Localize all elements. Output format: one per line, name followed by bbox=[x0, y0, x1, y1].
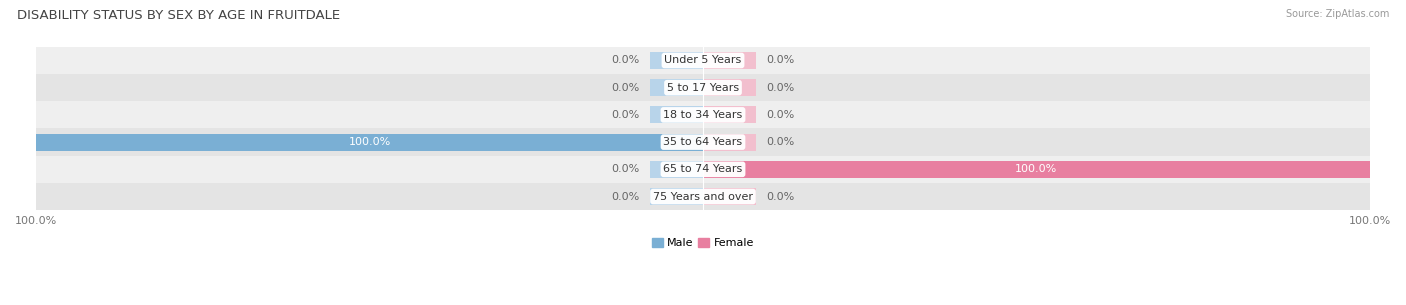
Bar bbox=[703, 161, 756, 178]
Legend: Male, Female: Male, Female bbox=[647, 233, 759, 253]
Text: Under 5 Years: Under 5 Years bbox=[665, 56, 741, 66]
Bar bbox=[37, 134, 703, 151]
Text: 0.0%: 0.0% bbox=[612, 192, 640, 202]
Text: 18 to 34 Years: 18 to 34 Years bbox=[664, 110, 742, 120]
Bar bbox=[650, 161, 703, 178]
Text: 75 Years and over: 75 Years and over bbox=[652, 192, 754, 202]
Text: 0.0%: 0.0% bbox=[612, 110, 640, 120]
Bar bbox=[703, 106, 756, 123]
Bar bbox=[650, 52, 703, 69]
Text: 100.0%: 100.0% bbox=[1015, 164, 1057, 174]
Bar bbox=[37, 47, 1369, 74]
Text: 0.0%: 0.0% bbox=[612, 164, 640, 174]
Text: 0.0%: 0.0% bbox=[766, 110, 794, 120]
Text: 0.0%: 0.0% bbox=[766, 137, 794, 147]
Text: 65 to 74 Years: 65 to 74 Years bbox=[664, 164, 742, 174]
Bar bbox=[703, 161, 1369, 178]
Text: 0.0%: 0.0% bbox=[766, 56, 794, 66]
Bar bbox=[650, 188, 703, 205]
Bar bbox=[37, 128, 1369, 156]
Bar bbox=[703, 52, 756, 69]
Bar bbox=[37, 101, 1369, 128]
Bar bbox=[703, 134, 756, 151]
Bar bbox=[650, 106, 703, 123]
Text: 100.0%: 100.0% bbox=[349, 137, 391, 147]
Text: Source: ZipAtlas.com: Source: ZipAtlas.com bbox=[1285, 9, 1389, 19]
Text: 0.0%: 0.0% bbox=[612, 56, 640, 66]
Bar bbox=[703, 188, 756, 205]
Bar bbox=[703, 79, 756, 96]
Bar bbox=[37, 183, 1369, 210]
Text: DISABILITY STATUS BY SEX BY AGE IN FRUITDALE: DISABILITY STATUS BY SEX BY AGE IN FRUIT… bbox=[17, 9, 340, 22]
Text: 35 to 64 Years: 35 to 64 Years bbox=[664, 137, 742, 147]
Text: 0.0%: 0.0% bbox=[766, 192, 794, 202]
Bar bbox=[650, 134, 703, 151]
Text: 0.0%: 0.0% bbox=[766, 83, 794, 93]
Bar bbox=[37, 74, 1369, 101]
Bar bbox=[650, 79, 703, 96]
Bar bbox=[37, 156, 1369, 183]
Text: 5 to 17 Years: 5 to 17 Years bbox=[666, 83, 740, 93]
Text: 0.0%: 0.0% bbox=[612, 83, 640, 93]
